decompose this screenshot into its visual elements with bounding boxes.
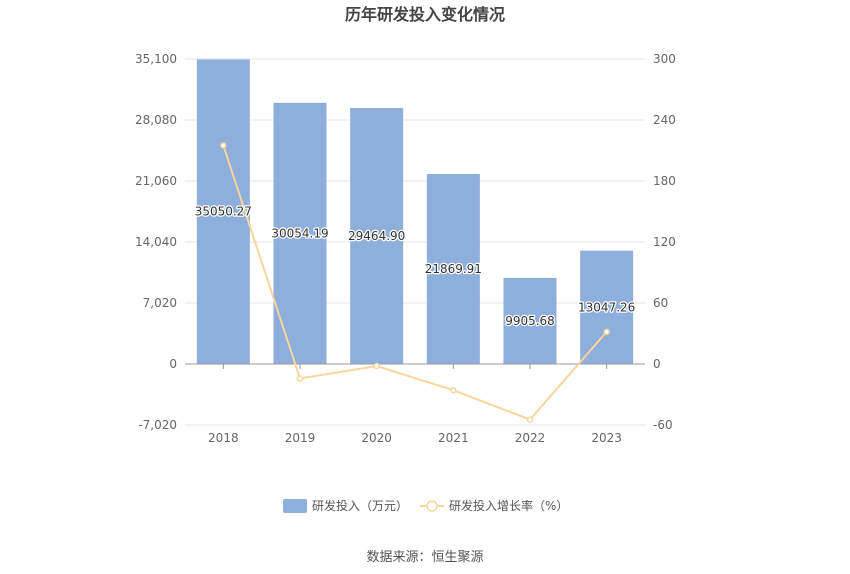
bar	[503, 277, 557, 364]
y-right-tick-label: 300	[653, 52, 676, 66]
line-series	[220, 142, 610, 423]
x-tick-label: 2022	[515, 431, 546, 445]
x-axis: 2018 2019 2020 2021 2022 2023	[185, 363, 645, 445]
legend-bar-label: 研发投入（万元）	[312, 498, 408, 513]
y-left-tick-label: 14,040	[135, 235, 177, 249]
y-right-tick-label: 180	[653, 174, 676, 188]
bar-value-label: 21869.91	[425, 262, 482, 276]
legend-line-marker	[426, 500, 438, 512]
bar-value-label: 13047.26	[578, 300, 635, 314]
line-point	[220, 142, 227, 149]
x-tick-label: 2020	[361, 431, 392, 445]
legend-line-label: 研发投入增长率（%）	[449, 498, 568, 513]
y-right-tick-label: 0	[653, 357, 661, 371]
x-tick-label: 2023	[591, 431, 622, 445]
bar-value-label: 9905.68	[505, 314, 555, 328]
y-right-tick-label: 120	[653, 235, 676, 249]
grid	[185, 58, 645, 426]
y-left-tick-label: 35,100	[135, 52, 177, 66]
bar-series	[196, 59, 634, 364]
bar	[580, 250, 634, 364]
bar-value-label: 29464.90	[348, 229, 405, 243]
line-point	[450, 386, 457, 394]
bar	[273, 102, 327, 364]
y-left-tick-label: 0	[169, 357, 177, 371]
x-tick-label: 2019	[285, 431, 316, 445]
y-left-tick-label: 7,020	[143, 296, 177, 310]
y-left-tick-label: -7,020	[138, 418, 177, 432]
bar	[426, 173, 480, 364]
chart-title: 历年研发投入变化情况	[345, 5, 505, 24]
bar-value-label: 35050.27	[195, 205, 252, 219]
x-tick-label: 2018	[208, 431, 239, 445]
x-tick-label: 2021	[438, 431, 469, 445]
line-point	[373, 362, 380, 370]
bar-value-label: 30054.19	[271, 226, 328, 240]
line-point	[296, 375, 304, 382]
y-left-tick-label: 21,060	[135, 174, 177, 188]
bar	[196, 59, 250, 364]
y-left-tick-label: 28,080	[135, 113, 177, 127]
bar-labels: 35050.27 30054.19 29464.90 21869.91 9905.68 1…	[193, 203, 636, 329]
y-right-tick-label: 240	[653, 113, 676, 127]
bar	[350, 107, 404, 364]
y-right-axis: 300 240 180 120 60 0 -60	[653, 52, 676, 432]
y-right-tick-label: 60	[653, 296, 668, 310]
line-point	[603, 328, 610, 336]
source-note: 数据来源：恒生聚源	[366, 550, 483, 565]
y-left-axis: 35,100 28,080 21,060 14,040 7,020 0 -7,020	[135, 52, 177, 432]
y-right-tick-label: -60	[653, 418, 673, 432]
legend[interactable]: 研发投入（万元） 研发投入增长率（%）	[283, 498, 568, 513]
growth-line	[222, 145, 608, 421]
line-point	[526, 416, 534, 423]
legend-bar-swatch	[283, 499, 307, 513]
